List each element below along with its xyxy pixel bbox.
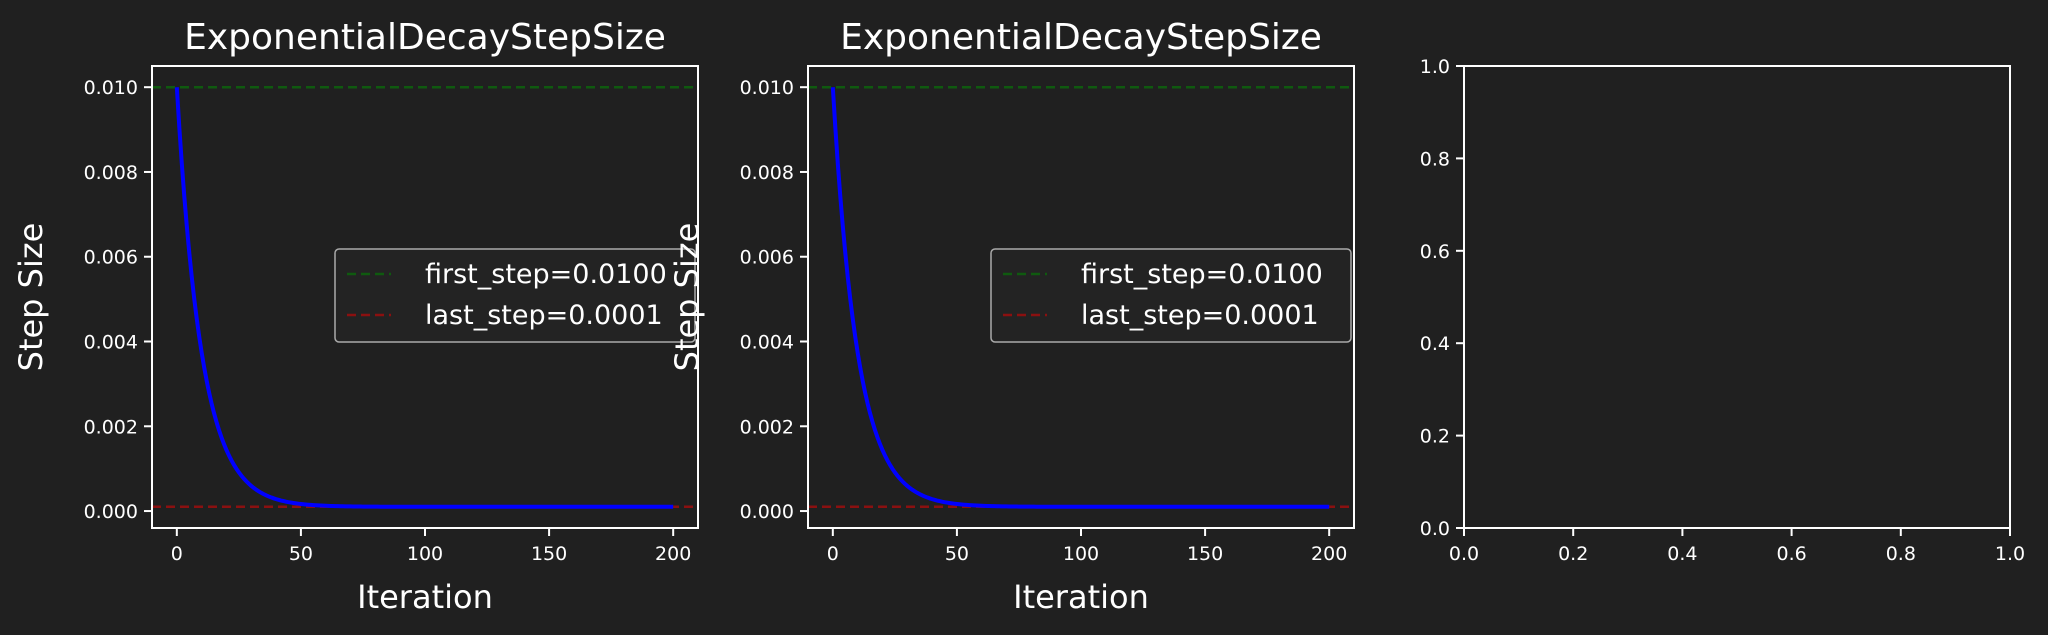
x-tick-label: 200 <box>1311 543 1347 565</box>
y-tick-label: 0.002 <box>740 416 794 438</box>
chart-panel-1: 0 50 100 150 200 0.000 0.002 0.004 0.006 0.008 0.0… <box>12 17 699 616</box>
x-tick-label: 0.6 <box>1776 543 1806 565</box>
x-tick-label: 150 <box>1187 543 1223 565</box>
legend-entry: first_step=0.0100 <box>1081 259 1323 290</box>
x-tick-label: 1.0 <box>1995 543 2025 565</box>
x-tick-label: 100 <box>1063 543 1099 565</box>
y-tick-label: 0.010 <box>84 77 138 99</box>
legend: first_step=0.0100 last_step=0.0001 <box>334 248 696 343</box>
y-tick-label: 0.4 <box>1420 333 1450 355</box>
y-tick-label: 0.006 <box>740 247 794 269</box>
y-tick-label: 0.006 <box>84 247 138 269</box>
x-tick-label: 150 <box>531 543 567 565</box>
y-axis-label: Step Size <box>668 223 706 372</box>
y-tick-label: 0.004 <box>740 332 794 354</box>
y-tick-label: 0.004 <box>84 332 138 354</box>
y-tick-label: 0.0 <box>1420 518 1450 540</box>
y-tick-label: 0.000 <box>84 501 138 523</box>
x-tick-label: 50 <box>289 543 313 565</box>
chart-title: ExponentialDecayStepSize <box>840 17 1322 58</box>
x-tick-label: 0.8 <box>1886 543 1916 565</box>
x-tick-label: 0 <box>827 543 839 565</box>
x-tick-label: 0.4 <box>1667 543 1697 565</box>
y-tick-label: 0.010 <box>740 77 794 99</box>
step-size-curve <box>174 87 674 509</box>
x-tick-label: 0 <box>171 543 183 565</box>
x-tick-label: 200 <box>655 543 691 565</box>
chart-panel-2: 0 50 100 150 200 0.000 0.002 0.004 0.006 0.008 0.0… <box>668 17 1355 616</box>
x-tick-label: 0.2 <box>1558 543 1588 565</box>
y-tick-label: 0.008 <box>740 162 794 184</box>
x-tick-label: 0.0 <box>1449 543 1479 565</box>
y-axis-label: Step Size <box>12 223 50 372</box>
y-tick-label: 0.2 <box>1420 426 1450 448</box>
x-axis-label: Iteration <box>357 578 493 616</box>
y-tick-label: 0.002 <box>84 416 138 438</box>
x-tick-label: 100 <box>407 543 443 565</box>
y-tick-label: 0.8 <box>1420 148 1450 170</box>
legend-entry: first_step=0.0100 <box>425 259 667 290</box>
legend: first_step=0.0100 last_step=0.0001 <box>990 248 1352 343</box>
step-size-curve <box>830 87 1330 509</box>
y-tick-label: 1.0 <box>1420 56 1450 78</box>
legend-entry: last_step=0.0001 <box>425 300 663 331</box>
chart-panel-3: 0.0 0.2 0.4 0.6 0.8 1.0 0.0 0.2 0.4 0.6 0.8 1.0 <box>1420 56 2025 565</box>
y-tick-label: 0.008 <box>84 162 138 184</box>
x-axis-label: Iteration <box>1013 578 1149 616</box>
legend-box <box>990 248 1352 343</box>
x-tick-label: 50 <box>945 543 969 565</box>
plot-area <box>152 85 698 509</box>
legend-box <box>334 248 696 343</box>
axes-frame <box>1463 65 2011 529</box>
legend-entry: last_step=0.0001 <box>1081 300 1319 331</box>
plot-area <box>808 85 1354 509</box>
chart-title: ExponentialDecayStepSize <box>184 17 666 58</box>
y-tick-label: 0.000 <box>740 501 794 523</box>
y-tick-label: 0.6 <box>1420 241 1450 263</box>
